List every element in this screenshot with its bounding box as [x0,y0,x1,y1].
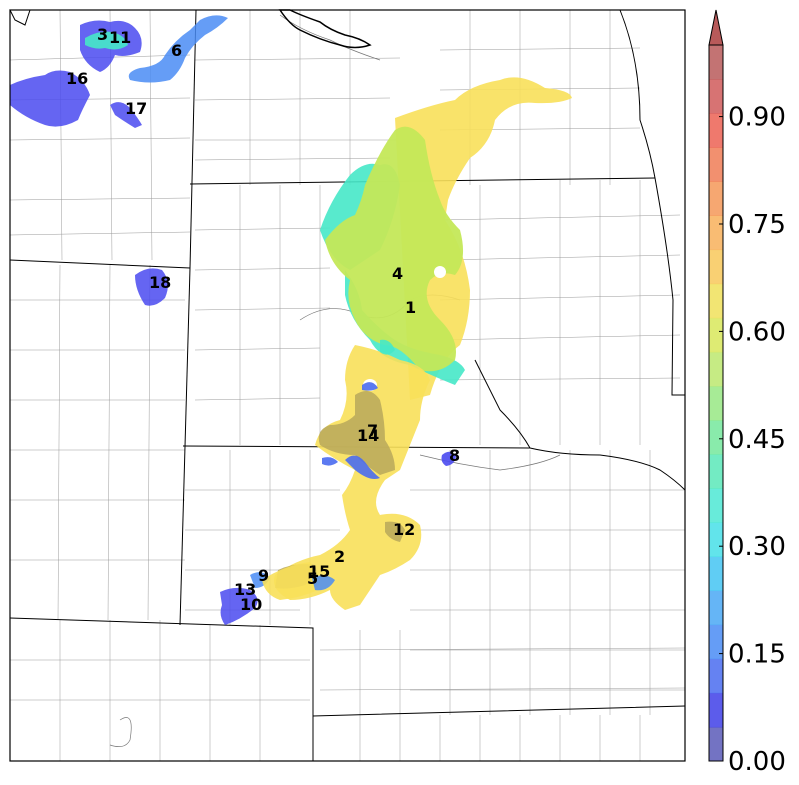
region-blue-10-13 [220,587,258,625]
colorbar-tick-label: 0.90 [728,103,786,133]
region-label-7: 7 [367,421,378,440]
region-blue-16 [10,70,90,127]
region-blue-17 [110,102,142,128]
colorbar-band [709,79,723,114]
colorbar-band [709,215,723,251]
region-olive-1 [318,391,395,475]
region-label-3: 3 [97,25,108,44]
colorbar-band [709,488,723,523]
colorbar-outline [708,44,724,762]
region-green-main [325,126,464,372]
region-blue-6 [128,15,228,83]
colorbar-tick-label: 0.45 [728,425,786,455]
region-blue-spine-1 [362,382,378,391]
colorbar-band [709,147,723,182]
region-cyan-spine [380,339,395,355]
colorbar-band [709,624,723,660]
colorbar-tick-label: 0.00 [728,747,786,777]
region-label-8: 8 [449,446,460,465]
colorbar-extend-arrow [708,9,724,46]
region-blue-spine-3 [322,457,338,466]
colorbar-band [709,556,723,592]
colorbar-band [709,317,723,353]
region-label-9: 9 [258,566,269,585]
region-label-17: 17 [125,99,147,118]
region-label-1: 1 [405,298,416,317]
region-label-13: 13 [234,580,256,599]
colorbar-band [709,692,723,728]
region-yellow-spine [274,345,430,610]
region-label-12: 12 [393,520,415,539]
colorbar: 0.00 0.15 0.30 0.45 0.60 0.75 0.90 [708,9,786,777]
hole-2 [434,266,446,278]
region-blue-5-15 [312,575,335,591]
colorbar-band [709,420,723,455]
region-label-15: 15 [308,562,330,581]
region-label-5: 5 [307,569,318,588]
region-blue-8 [441,451,456,466]
colorbar-band [709,283,723,319]
colorbar-tick-label: 0.75 [728,210,786,240]
map-frame [9,9,686,762]
colorbar-band [709,658,723,694]
colorbar-band [709,181,723,216]
colorbar-tick-label: 0.15 [728,640,786,670]
colorbar-band [709,454,723,489]
region-blue-18 [135,268,168,306]
colorbar-band [709,385,723,421]
region-yellow-sw [262,562,319,600]
colorbar-band [709,249,723,285]
region-label-18: 18 [149,273,171,292]
colorbar-band [709,522,723,557]
region-label-2: 2 [334,547,345,566]
region-label-16: 16 [66,69,88,88]
colorbar-band [709,726,723,762]
region-labels: 1 2 3 4 5 6 7 8 9 10 11 12 13 14 15 16 1… [66,25,460,614]
region-cyan-3-11 [85,31,128,50]
probability-fields [10,15,572,625]
region-label-6: 6 [171,41,182,60]
colorbar-band [709,590,723,626]
colorbar-band [709,45,723,80]
county-boundaries [9,9,686,761]
region-label-10: 10 [240,595,262,614]
region-olive-2 [385,521,405,542]
region-label-11: 11 [109,28,131,47]
colorbar-tick-label: 0.60 [728,317,786,347]
region-label-4: 4 [392,264,403,283]
colorbar-band [709,113,723,148]
lake-coastline [278,9,372,49]
colorbar-band [709,351,723,387]
colorbar-tick-label: 0.30 [728,532,786,562]
region-blue-spine-2 [345,455,380,479]
colorbar-ticks: 0.00 0.15 0.30 0.45 0.60 0.75 0.90 [719,103,786,777]
colorbar-bands [709,45,723,762]
region-label-14: 14 [357,426,379,445]
